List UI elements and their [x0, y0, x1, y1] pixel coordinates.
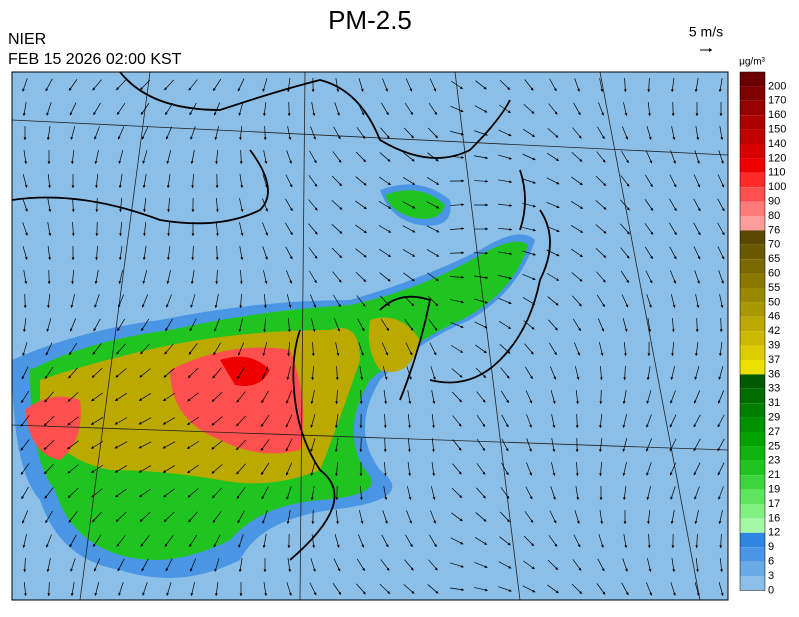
colorbar-swatch	[740, 331, 765, 345]
colorbar-swatch	[740, 418, 765, 432]
colorbar-swatch	[740, 245, 765, 259]
colorbar-label: 160	[768, 109, 786, 121]
colorbar-swatch	[740, 216, 765, 230]
colorbar-label: 65	[768, 253, 780, 265]
colorbar-label: 16	[768, 512, 780, 524]
colorbar-label: 120	[768, 152, 786, 164]
colorbar-label: 0	[768, 584, 774, 596]
colorbar-label: 50	[768, 296, 780, 308]
colorbar-label: 200	[768, 80, 786, 92]
colorbar-swatch	[740, 202, 765, 216]
colorbar-swatch	[740, 547, 765, 561]
colorbar-swatch	[740, 259, 765, 273]
colorbar-label: 37	[768, 354, 780, 366]
colorbar-swatch	[740, 158, 765, 172]
colorbar-label: 33	[768, 383, 780, 395]
datetime: FEB 15 2026 02:00 KST	[8, 51, 182, 68]
colorbar-label: 100	[768, 181, 786, 193]
colorbar-label: 25	[768, 440, 780, 452]
colorbar-label: 39	[768, 340, 780, 352]
colorbar-swatch	[740, 446, 765, 460]
colorbar-label: 36	[768, 368, 780, 380]
colorbar-label: 19	[768, 484, 780, 496]
colorbar-swatch	[740, 144, 765, 158]
colorbar-label: 29	[768, 412, 780, 424]
colorbar-label: 9	[768, 541, 774, 553]
colorbar-swatch	[740, 346, 765, 360]
colorbar-swatch	[740, 533, 765, 547]
colorbar-label: 110	[768, 167, 786, 179]
colorbar-label: 23	[768, 455, 780, 467]
colorbar: 2001701601501401201101009080767065605550…	[740, 72, 786, 596]
colorbar-swatch	[740, 173, 765, 187]
colorbar-label: 80	[768, 210, 780, 222]
colorbar-swatch	[740, 518, 765, 532]
colorbar-label: 31	[768, 397, 780, 409]
colorbar-label: 6	[768, 556, 774, 568]
colorbar-label: 170	[768, 95, 786, 107]
colorbar-label: 42	[768, 325, 780, 337]
map	[12, 72, 728, 600]
colorbar-swatch	[740, 317, 765, 331]
colorbar-label: 60	[768, 268, 780, 280]
colorbar-swatch	[740, 403, 765, 417]
colorbar-swatch	[740, 389, 765, 403]
colorbar-label: 55	[768, 282, 780, 294]
colorbar-swatch	[740, 230, 765, 244]
colorbar-swatch	[740, 72, 765, 86]
colorbar-label: 140	[768, 138, 786, 150]
colorbar-swatch	[740, 374, 765, 388]
colorbar-label: 150	[768, 124, 786, 136]
colorbar-swatch	[740, 302, 765, 316]
colorbar-swatch	[740, 115, 765, 129]
colorbar-swatch	[740, 461, 765, 475]
colorbar-swatch	[740, 576, 765, 590]
colorbar-label: 27	[768, 426, 780, 438]
colorbar-label: 70	[768, 239, 780, 251]
colorbar-swatch	[740, 504, 765, 518]
colorbar-swatch	[740, 130, 765, 144]
colorbar-label: 90	[768, 196, 780, 208]
colorbar-label: 46	[768, 311, 780, 323]
colorbar-swatch	[740, 475, 765, 489]
colorbar-swatch	[740, 288, 765, 302]
colorbar-swatch	[740, 86, 765, 100]
colorbar-label: 12	[768, 527, 780, 539]
colorbar-swatch	[740, 274, 765, 288]
unit-label: μg/m³	[739, 57, 765, 68]
wind-scale-arrowhead	[709, 48, 712, 52]
colorbar-swatch	[740, 187, 765, 201]
colorbar-swatch	[740, 101, 765, 115]
title: PM-2.5	[328, 5, 412, 35]
colorbar-label: 3	[768, 570, 774, 582]
wind-scale-label: 5 m/s	[689, 24, 723, 40]
colorbar-swatch	[740, 490, 765, 504]
colorbar-label: 76	[768, 224, 780, 236]
colorbar-label: 17	[768, 498, 780, 510]
colorbar-swatch	[740, 562, 765, 576]
colorbar-label: 21	[768, 469, 780, 481]
colorbar-swatch	[740, 432, 765, 446]
colorbar-swatch	[740, 360, 765, 374]
agency: NIER	[8, 31, 46, 48]
